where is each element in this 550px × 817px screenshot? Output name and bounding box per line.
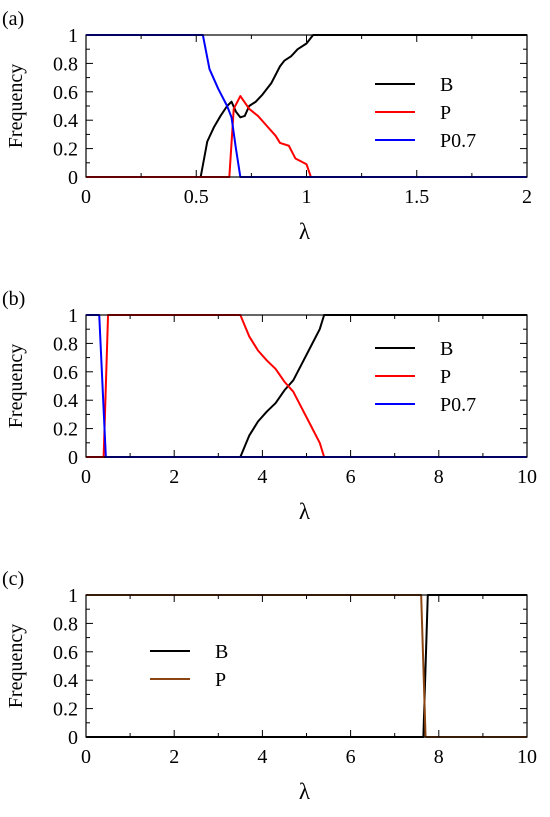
series-line-p07: [86, 34, 527, 178]
x-axis-label: λ: [299, 779, 311, 804]
y-tick-label: 0.8: [53, 613, 78, 635]
series-line-p: [86, 594, 527, 738]
plot-frame: [85, 314, 528, 458]
legend-label-b: B: [440, 338, 453, 360]
x-tick-label: 10: [517, 466, 537, 488]
y-tick-label: 1: [68, 305, 78, 327]
legend-label-p07: P0.7: [440, 130, 476, 152]
y-tick-label: 1: [68, 585, 78, 607]
y-tick-label: 0.2: [53, 139, 78, 161]
legend-label-p: P: [440, 102, 451, 124]
chart-panel-3: 0 2 4 6 8 10 0 0.2 0.4 0.6 0.8 1 λ Frequency (c) BP: [2, 568, 537, 804]
series-line-p07: [86, 314, 527, 458]
x-tick-label: 2: [169, 466, 179, 488]
legend-label-p: P: [440, 366, 451, 388]
x-tick-label: 1.5: [404, 186, 429, 208]
x-tick-label: 10: [517, 746, 537, 768]
y-tick-label: 0.2: [53, 419, 78, 441]
y-tick-label: 1: [68, 25, 78, 47]
panel-label: (a): [2, 8, 24, 30]
legend-label-p07: P0.7: [440, 394, 476, 416]
y-tick-label: 0.4: [53, 670, 78, 692]
y-axis-label: Frequency: [5, 344, 27, 428]
x-axis-label: λ: [299, 499, 311, 524]
y-tick-label: 0.4: [53, 110, 78, 132]
chart-panel-2: 0 2 4 6 8 10 0 0.2 0.4 0.6 0.8 1 λ Frequency (b) BP P0.7: [2, 288, 537, 524]
series-line-p: [86, 95, 527, 178]
x-tick-label: 4: [257, 746, 267, 768]
x-axis-label: λ: [299, 219, 311, 244]
y-tick-label: 0.8: [53, 53, 78, 75]
x-tick-label: 0.5: [184, 186, 209, 208]
x-tick-label: 2: [522, 186, 532, 208]
legend-label-b: B: [215, 641, 228, 663]
legend-label-p: P: [215, 669, 226, 691]
panel-label: (b): [2, 288, 25, 310]
y-tick-label: 0.8: [53, 333, 78, 355]
panel-label: (c): [2, 568, 24, 590]
x-tick-label: 0: [81, 466, 91, 488]
y-tick-label: 0: [68, 447, 78, 469]
y-tick-label: 0.6: [53, 362, 78, 384]
y-axis-label: Frequency: [5, 624, 27, 708]
series-line-b: [86, 34, 527, 178]
series-line-b: [86, 594, 527, 738]
series-line-b: [86, 314, 527, 458]
chart-panel-1: 0 0.5 1 1.5 2 0 0.2 0.4 0.6 0.8 1 λ Frequency (a) BP P0…: [2, 8, 532, 244]
y-tick-label: 0.6: [53, 82, 78, 104]
y-axis-label: Frequency: [5, 64, 27, 148]
x-tick-label: 0: [81, 186, 91, 208]
plot-frame: [85, 594, 528, 738]
x-tick-label: 1: [302, 186, 312, 208]
x-tick-label: 8: [434, 746, 444, 768]
x-tick-label: 6: [346, 746, 356, 768]
y-tick-label: 0.4: [53, 390, 78, 412]
x-tick-label: 8: [434, 466, 444, 488]
y-tick-label: 0: [68, 167, 78, 189]
x-tick-label: 2: [169, 746, 179, 768]
series-line-p: [86, 314, 527, 458]
y-tick-label: 0.6: [53, 642, 78, 664]
plot-frame: [85, 34, 528, 178]
y-tick-label: 0.2: [53, 699, 78, 721]
x-tick-label: 0: [81, 746, 91, 768]
x-tick-label: 4: [257, 466, 267, 488]
legend-label-b: B: [440, 74, 453, 96]
y-tick-label: 0: [68, 727, 78, 749]
x-tick-label: 6: [346, 466, 356, 488]
